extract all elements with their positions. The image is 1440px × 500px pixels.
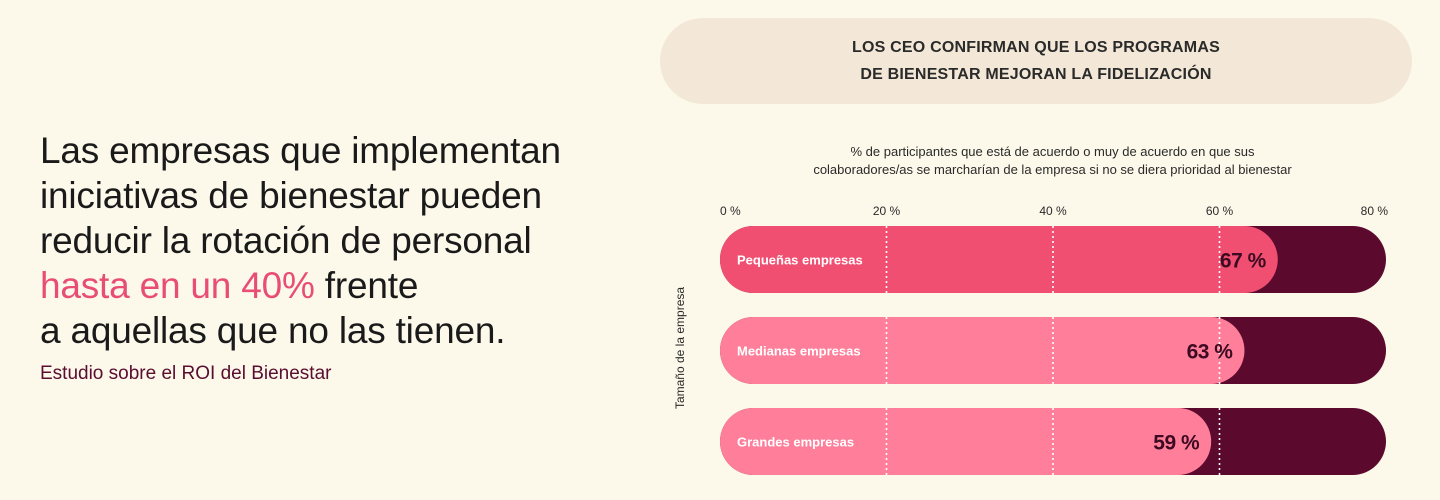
gridlines [885,226,1221,293]
x-tick-label: 20 % [873,204,901,218]
x-tick-label: 60 % [1206,204,1234,218]
x-tick-label: 0 % [720,204,741,218]
headline-line-1: Las empresas que implementan [40,130,561,171]
headline: Las empresas que implementan iniciativas… [40,128,640,353]
chart-title-line-1: LOS CEO CONFIRMAN QUE LOS PROGRAMAS [852,39,1220,56]
gridlines [885,408,1221,475]
source-citation: Estudio sobre el ROI del Bienestar [40,363,332,384]
bar [720,317,1245,384]
chart-title: LOS CEO CONFIRMAN QUE LOS PROGRAMAS DE B… [660,18,1412,104]
bar-group: Medianas empresas 63 % [720,317,1386,384]
headline-line-4-rest: frente [314,265,419,306]
bar-category-label: Grandes empresas [737,435,854,450]
chart-subtitle-line-2: colaboradores/as se marcharían de la emp… [813,162,1292,177]
bar-value-label: 67 % [1220,250,1267,273]
y-axis-label: Tamaño de la empresa [673,287,687,409]
x-tick-label: 40 % [1039,204,1067,218]
headline-highlight: hasta en un 40% [40,265,315,306]
bar-value-label: 59 % [1153,432,1200,455]
bar-category-label: Medianas empresas [737,344,861,359]
x-tick-label: 80 % [1361,204,1389,218]
gridlines [885,317,1221,384]
headline-line-5: a aquellas que no las tienen. [40,310,506,351]
bar-category-label: Pequeñas empresas [737,253,863,268]
bar-group: Grandes empresas 59 % [720,408,1386,475]
chart-subtitle-line-1: % de participantes que está de acuerdo o… [850,144,1255,159]
headline-line-2: iniciativas de bienestar pueden [40,175,542,216]
bar [720,226,1278,293]
bar-group: Pequeñas empresas 67 % [720,226,1386,293]
bar [720,408,1212,475]
bar-value-label: 63 % [1187,341,1234,364]
chart-subtitle: % de participantes que está de acuerdo o… [720,143,1385,179]
headline-block: Las empresas que implementan iniciativas… [40,128,640,385]
headline-line-3: reducir la rotación de personal [40,220,532,261]
chart-title-line-2: DE BIENESTAR MEJORAN LA FIDELIZACIÓN [860,66,1212,83]
